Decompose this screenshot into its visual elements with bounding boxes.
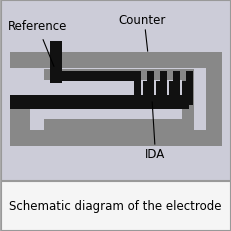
Bar [206, 53, 222, 146]
Bar [50, 72, 140, 82]
Text: Schematic diagram of the electrode: Schematic diagram of the electrode [9, 200, 222, 213]
Bar [10, 53, 222, 69]
Bar [10, 96, 186, 109]
Bar [156, 82, 163, 109]
Bar [44, 70, 192, 81]
Bar [182, 82, 189, 109]
Bar [160, 72, 167, 106]
Bar [134, 72, 141, 106]
Bar [10, 100, 30, 146]
Text: IDA: IDA [145, 148, 165, 161]
Bar [173, 72, 180, 106]
Text: Counter: Counter [118, 13, 165, 26]
Bar [10, 131, 222, 146]
Bar [50, 42, 62, 84]
Text: Reference: Reference [8, 20, 67, 33]
Bar [182, 70, 194, 131]
Bar [169, 82, 176, 109]
Bar [1, 1, 230, 180]
Bar [147, 72, 154, 106]
Bar [1, 181, 230, 230]
Bar [44, 119, 194, 131]
Bar [143, 82, 150, 109]
Bar [186, 72, 193, 106]
